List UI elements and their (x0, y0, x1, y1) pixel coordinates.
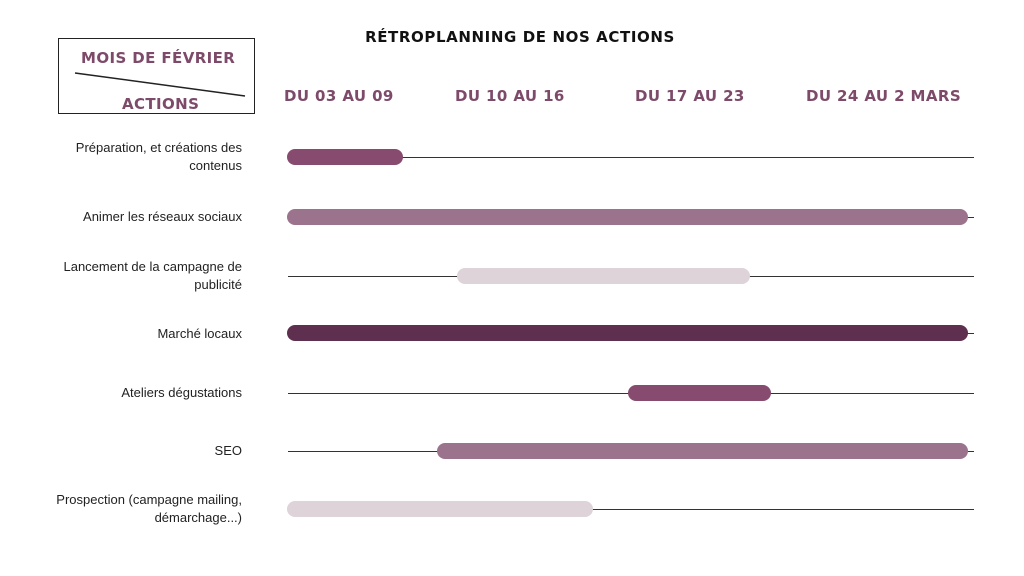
week-1-header: DU 03 AU 09 (284, 87, 394, 105)
row-label: Marché locaux (157, 326, 242, 341)
row-bar (287, 501, 594, 517)
week-2-header: DU 10 AU 16 (455, 87, 565, 105)
row-label: Ateliers dégustations (121, 385, 242, 400)
week-3-header: DU 17 AU 23 (635, 87, 745, 105)
row-bar (287, 149, 403, 165)
row-label: Préparation, et créations des contenus (75, 140, 242, 173)
corner-header: MOIS DE FÉVRIER ACTIONS (58, 38, 255, 114)
row-bar (287, 325, 968, 341)
row-label: Prospection (campagne mailing, démarchag… (56, 492, 242, 525)
row-bar (287, 209, 968, 225)
week-4-header: DU 24 AU 2 MARS (806, 87, 962, 105)
row-track-line (288, 509, 974, 510)
row-bar (436, 443, 968, 459)
month-label: MOIS DE FÉVRIER (81, 49, 236, 67)
diagonal-divider (74, 72, 246, 97)
row-label: Animer les réseaux sociaux (83, 209, 242, 224)
row-track-line (288, 157, 974, 158)
actions-label: ACTIONS (122, 95, 200, 113)
row-bar (627, 385, 771, 401)
row-label: Lancement de la campagne de publicité (63, 259, 242, 292)
row-label: SEO (214, 443, 242, 458)
row-bar (457, 268, 751, 284)
chart-title: RÉTROPLANNING DE NOS ACTIONS (365, 28, 675, 46)
